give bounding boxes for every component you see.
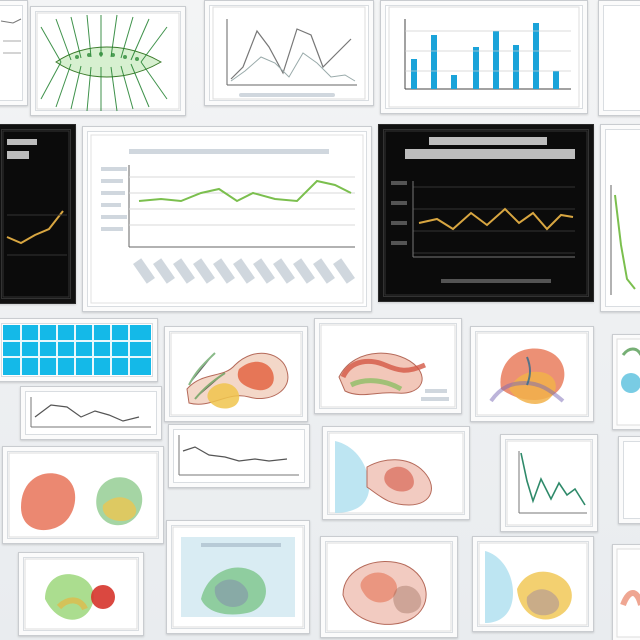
tile-dark-chart-right <box>378 124 594 302</box>
partial-chart-graphic <box>610 185 636 295</box>
tile-anatomy-7 <box>320 536 458 638</box>
anatomy-illustration <box>170 332 302 416</box>
tile-anatomy-3 <box>470 326 594 422</box>
tile-blue-bar-chart <box>380 0 588 114</box>
anatomy-illustration <box>24 558 138 630</box>
tile-small-line-chart-1 <box>20 386 162 440</box>
small-line-chart-graphic <box>178 435 299 476</box>
tile-anatomy-2 <box>314 318 462 414</box>
tile-top-left-partial-chart <box>0 0 28 106</box>
tile-line-chart-light <box>204 0 374 106</box>
tile-green-plant-illustration <box>30 6 186 116</box>
dark-line-chart-graphic <box>384 130 588 296</box>
anatomy-illustration <box>476 332 588 416</box>
tile-anatomy-5 <box>2 446 164 544</box>
anatomy-illustration <box>328 432 464 514</box>
tile-small-line-chart-3 <box>500 434 598 532</box>
tile-cyan-grid-table <box>0 318 158 382</box>
partial-illustration <box>616 338 640 426</box>
tile-inner <box>173 429 305 483</box>
tile-inner <box>623 441 640 519</box>
dark-line-chart-graphic <box>2 130 70 298</box>
anatomy-illustration <box>172 526 304 628</box>
tile-anatomy-6 <box>166 520 310 634</box>
anatomy-illustration <box>8 452 158 538</box>
tile-bottom-right-partial <box>612 544 640 640</box>
partial-illustration <box>616 548 640 638</box>
small-line-chart-graphic <box>30 397 151 428</box>
tile-small-line-chart-2 <box>168 424 310 488</box>
partial-chart-graphic <box>0 18 22 54</box>
tile-right-edge-partial-chart <box>618 436 640 524</box>
bar-chart-graphic <box>388 6 580 108</box>
green-plant-illustration <box>36 12 180 112</box>
green-line-chart-graphic <box>506 440 592 526</box>
tile-line-chart-green <box>82 126 372 312</box>
anatomy-illustration <box>478 542 588 626</box>
green-line-chart-graphic <box>90 134 364 304</box>
tile-small-anatomy-bottom-left <box>18 552 144 636</box>
tile-inner <box>603 5 640 111</box>
cyan-grid-graphic <box>3 325 151 375</box>
tile-dark-chart-left-partial <box>0 124 76 304</box>
blurred-caption <box>239 93 335 97</box>
tile-anatomy-4 <box>322 426 470 520</box>
tile-anatomy-8 <box>472 536 594 632</box>
tile-top-right-partial <box>598 0 640 116</box>
anatomy-illustration <box>320 324 456 408</box>
line-chart-graphic <box>212 6 366 100</box>
anatomy-illustration <box>326 542 452 632</box>
tile-anatomy-1 <box>164 326 308 422</box>
tile-right-partial-chart <box>600 124 640 312</box>
tile-right-edge-partial-anatomy <box>612 334 640 430</box>
